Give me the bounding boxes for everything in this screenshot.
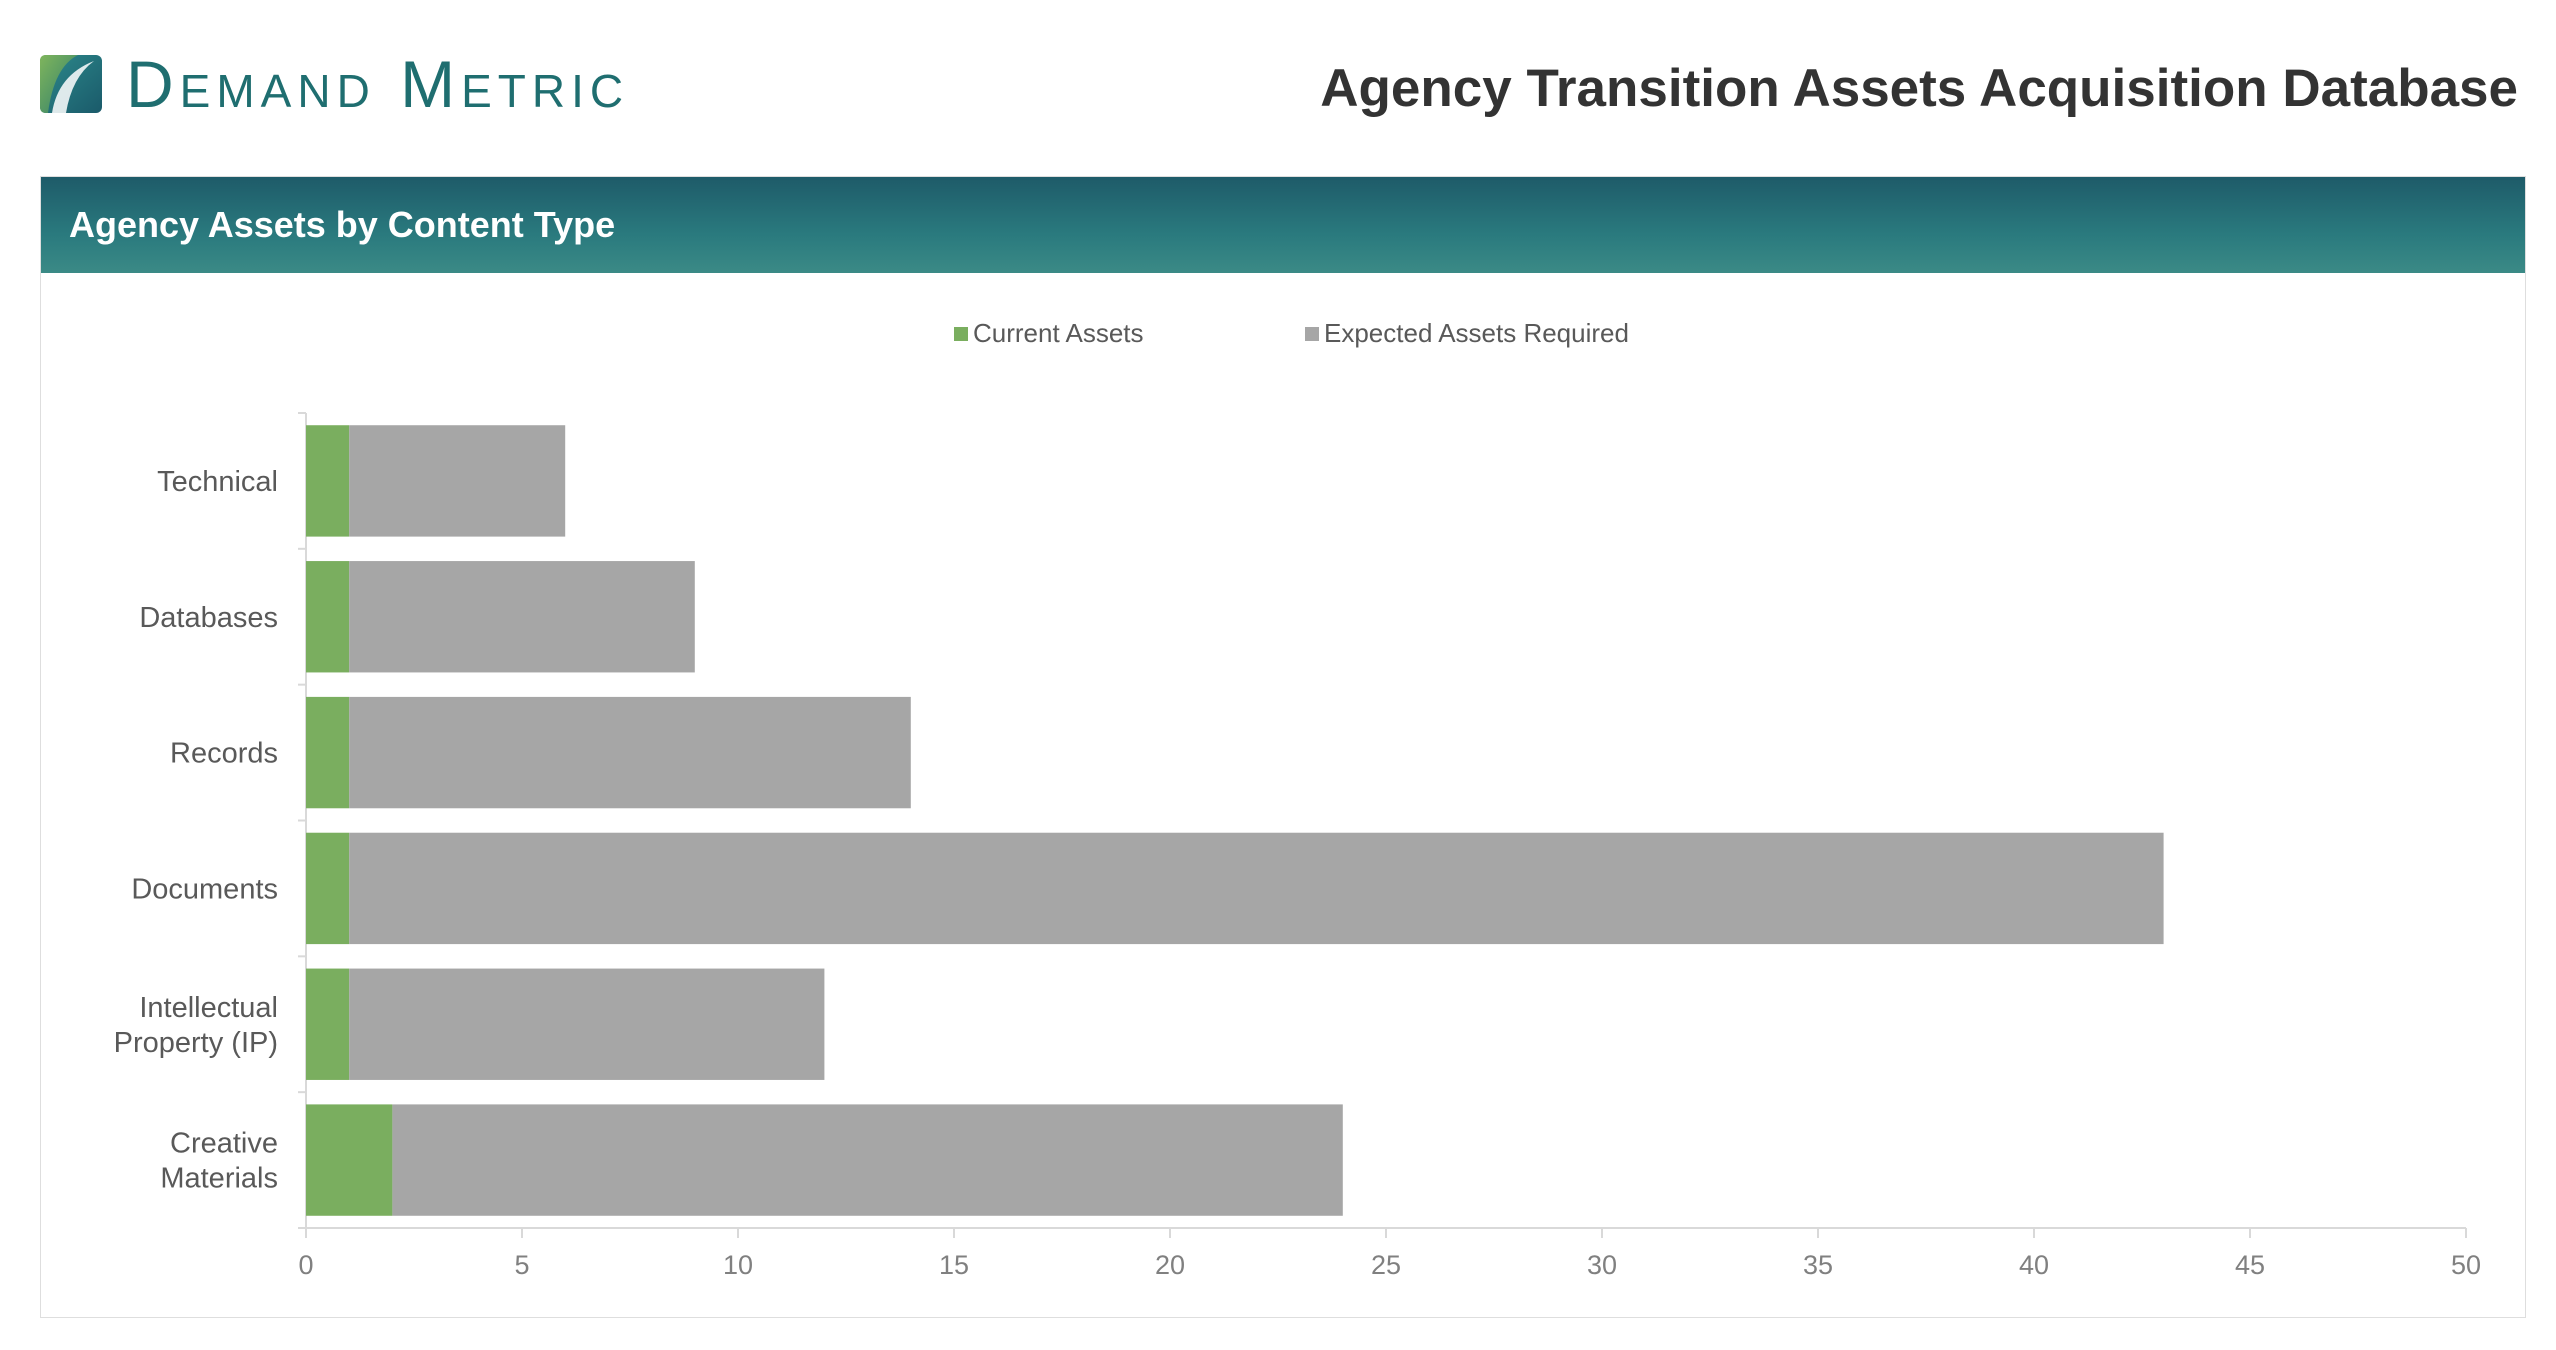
x-tick-label: 0 — [298, 1250, 313, 1280]
category-label: Databases — [139, 602, 278, 634]
legend-swatch-current — [954, 326, 968, 341]
legend-label-current: Current Assets — [973, 318, 1144, 348]
legend-item-current: Current Assets — [954, 318, 1144, 349]
legend-label-expected: Expected Assets Required — [1324, 318, 1629, 348]
category-label: Property (IP) — [114, 1027, 278, 1059]
x-tick-label: 25 — [1371, 1250, 1401, 1280]
demand-metric-logo-icon — [40, 55, 102, 113]
brand-logo: Demand Metric — [38, 47, 630, 121]
bar-expected — [349, 696, 911, 809]
bar-current — [306, 1104, 393, 1216]
bar-expected — [392, 1104, 1343, 1216]
category-label: Materials — [160, 1163, 278, 1195]
bar-current — [306, 425, 350, 537]
x-tick-label: 45 — [2235, 1250, 2265, 1280]
legend-swatch-expected — [1305, 326, 1319, 341]
bar-current — [306, 832, 350, 945]
bar-current — [306, 968, 350, 1080]
bar-expected — [349, 832, 2164, 945]
bar-expected — [349, 968, 825, 1080]
legend-item-expected: Expected Assets Required — [1305, 318, 1629, 349]
x-tick-label: 30 — [1587, 1250, 1617, 1280]
x-tick-label: 50 — [2451, 1250, 2481, 1280]
brand-name: Demand Metric — [126, 47, 630, 121]
category-label: Documents — [131, 873, 278, 905]
category-label: Creative — [170, 1128, 278, 1160]
x-tick-label: 40 — [2019, 1250, 2049, 1280]
category-label: Technical — [157, 466, 278, 498]
category-label: Records — [170, 738, 278, 770]
bar-current — [306, 696, 350, 809]
bar-expected — [349, 425, 566, 537]
x-tick-label: 5 — [514, 1250, 529, 1280]
bar-current — [306, 561, 350, 673]
chart-legend: Current Assets Expected Assets Required — [0, 318, 2556, 348]
x-tick-label: 10 — [723, 1250, 753, 1280]
x-tick-label: 35 — [1803, 1250, 1833, 1280]
category-label: Intellectual — [139, 992, 278, 1024]
x-tick-label: 20 — [1155, 1250, 1185, 1280]
panel-title: Agency Assets by Content Type — [69, 204, 616, 245]
bar-expected — [349, 561, 695, 673]
panel-header: Agency Assets by Content Type — [41, 177, 2525, 273]
x-tick-label: 15 — [939, 1250, 969, 1280]
page-title: Agency Transition Assets Acquisition Dat… — [1320, 59, 2518, 118]
